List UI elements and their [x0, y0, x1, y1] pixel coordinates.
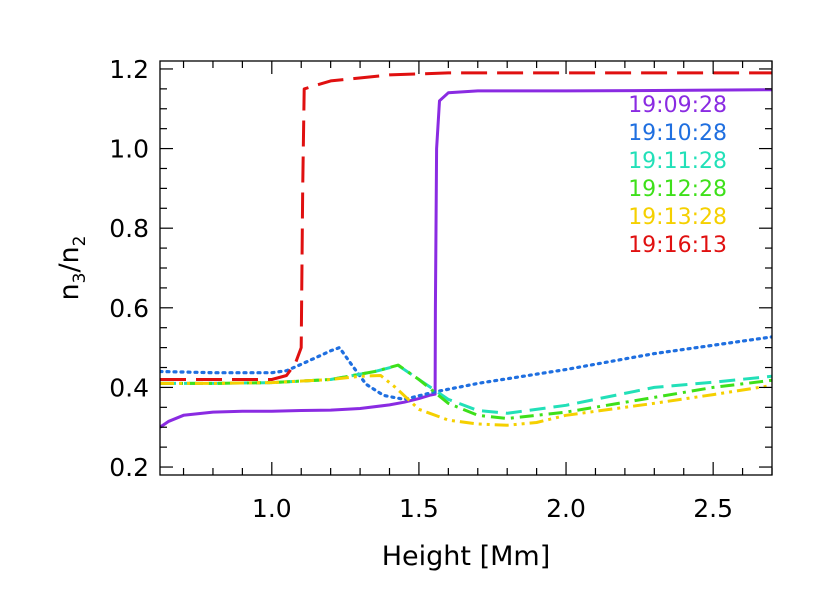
legend-entry: 19:11:28 [628, 149, 727, 174]
x-axis-title: Height [Mm] [382, 541, 551, 572]
y-axis-title-slash: / [54, 263, 85, 273]
series-line-19-09-28 [160, 88, 772, 429]
legend-entry: 19:16:13 [628, 233, 727, 258]
axis-ticks [160, 61, 773, 475]
legend-entry: 19:09:28 [628, 93, 727, 118]
y-tick-label: 1.2 [109, 55, 149, 84]
y-axis-title-main-2: n [54, 246, 85, 263]
legend-entry: 19:12:28 [628, 177, 727, 202]
y-axis-title-sub1: 3 [70, 273, 90, 284]
y-axis-title-sub2: 2 [70, 235, 90, 246]
y-tick-label: 0.6 [109, 294, 149, 323]
series-line-19-12-28 [160, 363, 772, 420]
y-tick-label: 0.4 [109, 373, 149, 402]
legend: 19:09:28 19:10:28 19:11:28 19:12:28 19:1… [628, 93, 727, 258]
x-tick-label: 1.0 [252, 494, 292, 523]
y-tick-label: 0.2 [109, 453, 149, 482]
x-tick-label: 1.5 [399, 494, 439, 523]
y-axis-title: n3/n2 [54, 235, 90, 300]
y-tick-label: 0.8 [109, 214, 149, 243]
legend-entry: 19:10:28 [628, 121, 727, 146]
svg-text:n3/n2: n3/n2 [54, 235, 90, 300]
x-tick-labels: 1.0 1.5 2.0 2.5 [252, 494, 733, 523]
x-tick-label: 2.0 [546, 494, 586, 523]
y-axis-title-main: n [54, 283, 85, 300]
legend-entry: 19:13:28 [628, 205, 727, 230]
series-line-19-16-13 [160, 71, 772, 381]
series-line-19-10-28 [160, 335, 772, 401]
y-tick-labels: 0.2 0.4 0.6 0.8 1.0 1.2 [109, 55, 149, 482]
series-line-19-13-28 [160, 374, 772, 427]
y-tick-label: 1.0 [109, 135, 149, 164]
x-tick-label: 2.5 [693, 494, 733, 523]
